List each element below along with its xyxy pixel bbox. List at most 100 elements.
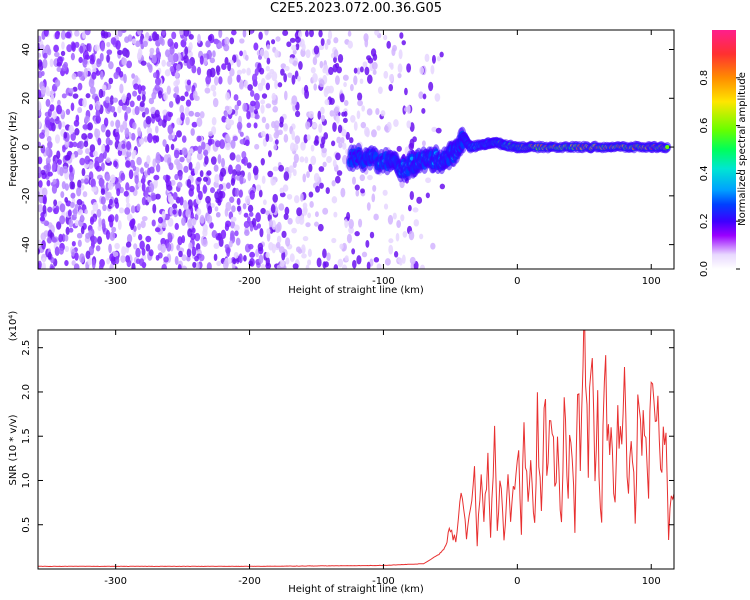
noise-speck (367, 74, 373, 84)
noise-speck (194, 166, 199, 175)
noise-speck (291, 227, 298, 234)
noise-speck (359, 66, 364, 73)
noise-speck (152, 72, 157, 79)
noise-speck (85, 250, 91, 260)
noise-speck (291, 44, 297, 51)
noise-speck (280, 68, 285, 76)
noise-speck (113, 160, 118, 168)
noise-speck (274, 139, 279, 145)
x-tick-label: 0 (514, 576, 520, 587)
noise-speck (262, 199, 267, 206)
noise-speck (140, 220, 146, 229)
x-tick-label: 100 (642, 576, 661, 587)
noise-speck (339, 243, 344, 250)
noise-speck (228, 240, 233, 248)
noise-speck (266, 57, 271, 65)
noise-speck (351, 248, 356, 255)
noise-speck (91, 258, 96, 269)
noise-speck (143, 136, 149, 143)
noise-speck (38, 119, 42, 129)
noise-speck (187, 228, 193, 238)
noise-speck (101, 218, 106, 228)
noise-speck (275, 241, 281, 249)
noise-speck (211, 117, 217, 126)
noise-speck (287, 72, 293, 78)
noise-speck (208, 131, 213, 137)
noise-speck (115, 255, 120, 265)
noise-speck (192, 90, 198, 100)
noise-speck (151, 54, 157, 64)
noise-speck (174, 72, 179, 78)
noise-speck (161, 210, 166, 220)
noise-speck (70, 102, 75, 112)
noise-speck (101, 84, 107, 92)
noise-speck (292, 169, 297, 177)
noise-speck (337, 53, 344, 63)
noise-speck (173, 93, 178, 99)
noise-speck (81, 133, 88, 140)
noise-speck (250, 100, 256, 107)
noise-speck (141, 174, 146, 183)
noise-speck (236, 121, 243, 130)
noise-speck (288, 57, 294, 64)
noise-speck (294, 110, 301, 118)
noise-speck (72, 141, 78, 148)
noise-speck (69, 164, 73, 174)
noise-speck (224, 36, 230, 46)
noise-speck (342, 74, 349, 81)
noise-speck (398, 49, 403, 60)
noise-speck (78, 140, 85, 150)
noise-speck (185, 116, 190, 126)
noise-speck (220, 229, 227, 239)
noise-speck (231, 205, 236, 213)
noise-speck (258, 254, 264, 264)
noise-speck (239, 79, 244, 89)
noise-speck (121, 143, 126, 149)
noise-speck (84, 155, 91, 165)
noise-speck (178, 250, 183, 258)
noise-speck (416, 196, 423, 204)
noise-speck (98, 88, 104, 99)
noise-speck (383, 34, 388, 41)
noise-speck (264, 30, 269, 36)
noise-speck (227, 257, 232, 264)
noise-speck (188, 188, 194, 197)
noise-speck (242, 102, 248, 112)
noise-speck (333, 264, 339, 269)
noise-speck (223, 44, 230, 52)
noise-speck (206, 214, 213, 224)
noise-speck (114, 131, 120, 142)
noise-speck (266, 44, 271, 50)
noise-speck (84, 115, 90, 123)
noise-speck (53, 199, 58, 207)
noise-speck (259, 48, 265, 57)
noise-speck (340, 136, 345, 144)
noise-speck (114, 197, 119, 205)
noise-speck (87, 122, 93, 131)
noise-speck (266, 232, 271, 242)
noise-speck (333, 211, 338, 218)
noise-speck (298, 30, 303, 38)
noise-speck (133, 243, 138, 250)
noise-speck (339, 93, 345, 103)
noise-speck (254, 68, 259, 76)
noise-speck (214, 76, 219, 86)
noise-speck (216, 260, 222, 267)
noise-speck (342, 117, 348, 123)
y-tick-label: -20 (21, 188, 32, 204)
noise-speck (89, 58, 95, 65)
noise-speck (217, 198, 222, 206)
noise-speck (144, 107, 150, 115)
noise-speck (174, 222, 179, 231)
noise-speck (196, 117, 203, 127)
colorbar-tick-label: 0.8 (699, 70, 710, 86)
noise-speck (189, 148, 194, 154)
noise-speck (242, 203, 247, 210)
noise-speck (284, 206, 290, 215)
noise-speck (286, 193, 293, 200)
noise-speck (136, 156, 142, 166)
noise-speck (283, 133, 289, 143)
noise-speck (308, 163, 313, 173)
noise-speck (170, 179, 176, 186)
noise-speck (243, 255, 247, 262)
